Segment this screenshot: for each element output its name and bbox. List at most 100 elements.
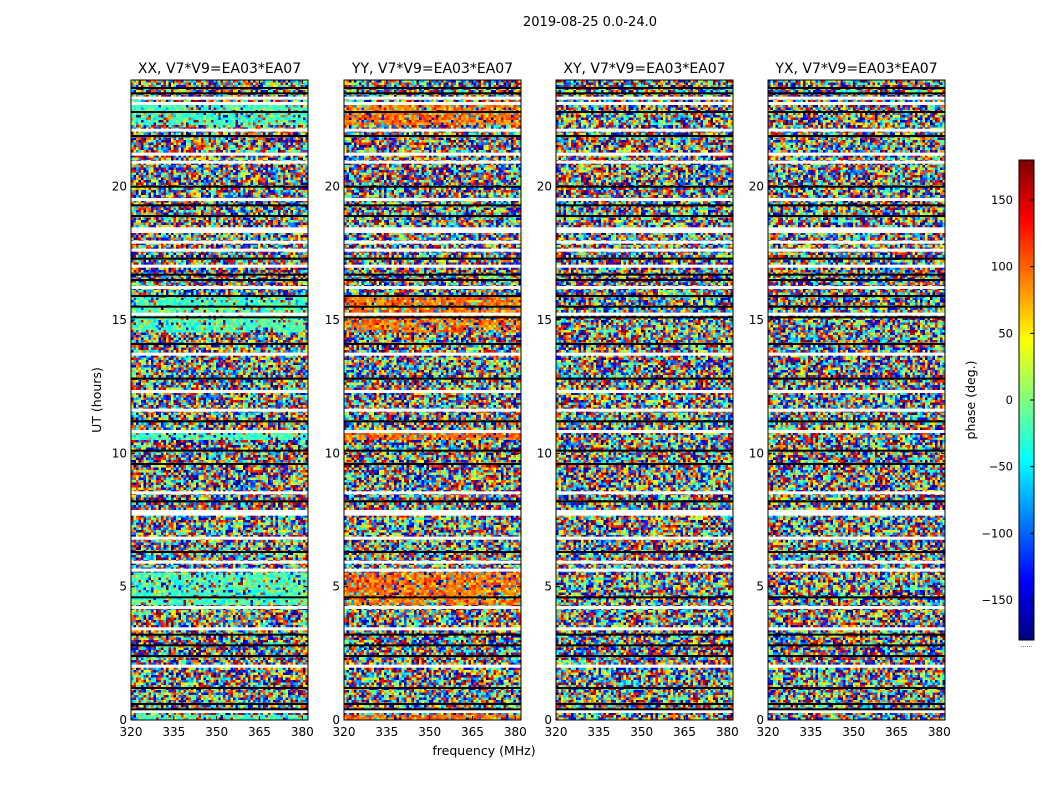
blank-row — [344, 92, 521, 95]
flagged-row — [131, 248, 308, 252]
flagged-row — [131, 152, 308, 156]
blank-row — [131, 708, 308, 711]
flagged-row — [131, 160, 308, 164]
flagged-row — [131, 227, 308, 231]
blank-row — [768, 135, 945, 137]
blank-row — [768, 463, 945, 465]
panel-phase-image — [556, 80, 733, 720]
x-tick-label: 380 — [716, 725, 739, 739]
blank-row — [131, 305, 308, 308]
blank-row — [556, 551, 733, 553]
x-tick-label: 335 — [162, 725, 185, 739]
blank-row — [556, 343, 733, 345]
colorbar-tick-label: −100 — [981, 526, 1013, 540]
blank-row — [556, 633, 733, 636]
x-tick-label: 350 — [842, 725, 865, 739]
blank-row — [131, 295, 308, 297]
blank-row — [556, 111, 733, 113]
panel-xx: XX, V7*V9=EA03*EA07 320 335 350 365 380 0 5 10 15… — [112, 61, 314, 739]
blank-row — [131, 111, 308, 113]
x-tick-label: 380 — [504, 725, 527, 739]
flagged-row — [768, 264, 945, 268]
flagged-row — [556, 230, 733, 233]
colorbar-under-marker: ...... — [1021, 642, 1033, 649]
flagged-row — [768, 710, 945, 713]
colorbar-tick-label: −50 — [989, 460, 1013, 474]
blank-row — [768, 655, 945, 657]
flagged-row — [131, 102, 308, 105]
blank-row — [344, 644, 521, 647]
blank-row — [131, 316, 308, 319]
blank-row — [768, 305, 945, 308]
flagged-row — [556, 512, 733, 516]
flagged-row — [344, 560, 521, 564]
blank-row — [556, 316, 733, 319]
y-tick-label: 10 — [537, 446, 552, 460]
blank-row — [344, 279, 521, 281]
y-tick-label: 0 — [119, 713, 127, 727]
panel-frame — [767, 79, 946, 721]
blank-row — [768, 316, 945, 319]
panel-title: YX, V7*V9=EA03*EA07 — [774, 61, 937, 77]
flagged-row — [344, 102, 521, 105]
blank-row — [556, 500, 733, 503]
blank-row — [344, 551, 521, 553]
blank-row — [344, 596, 521, 599]
y-tick-label: 20 — [325, 180, 340, 194]
blank-row — [131, 215, 308, 217]
colorbar-tick-label: 100 — [991, 260, 1013, 274]
flagged-row — [768, 430, 945, 433]
flagged-row — [344, 128, 521, 132]
flagged-row — [344, 264, 521, 268]
flagged-row — [768, 560, 945, 564]
y-tick-label: 5 — [544, 580, 552, 594]
flagged-row — [131, 627, 308, 631]
panel-phase-image — [344, 80, 521, 720]
flagged-row — [344, 352, 521, 356]
blank-row — [768, 343, 945, 345]
blank-row — [131, 551, 308, 553]
flagged-row — [768, 240, 945, 244]
flagged-row — [556, 264, 733, 268]
flagged-row — [344, 198, 521, 201]
flagged-row — [344, 491, 521, 495]
panel-frame — [343, 79, 522, 721]
blank-row — [131, 257, 308, 260]
panel-frame — [555, 79, 734, 721]
flagged-row — [131, 408, 308, 412]
flagged-row — [131, 264, 308, 268]
blank-row — [556, 708, 733, 711]
flagged-row — [344, 512, 521, 516]
panel-frame — [130, 79, 309, 721]
panel-phase-image — [768, 80, 945, 720]
colorbar: 150 100 50 0 −50 −100 −150 phase (deg.)...... — [963, 159, 1035, 649]
y-tick-label: 0 — [332, 713, 340, 727]
flagged-row — [556, 606, 733, 609]
flagged-row — [131, 606, 308, 609]
flagged-row — [131, 390, 308, 393]
flagged-row — [344, 227, 521, 231]
y-tick-label: 20 — [112, 180, 127, 194]
flagged-row — [131, 491, 308, 495]
flagged-row — [131, 352, 308, 356]
x-tick-label: 335 — [587, 725, 610, 739]
panel-title: XY, V7*V9=EA03*EA07 — [563, 61, 725, 77]
y-tick-label: 5 — [332, 580, 340, 594]
blank-row — [556, 596, 733, 599]
blank-row — [768, 420, 945, 423]
flagged-row — [131, 510, 308, 513]
blank-row — [131, 343, 308, 345]
blank-row — [344, 305, 521, 308]
flagged-row — [768, 128, 945, 132]
blank-row — [131, 377, 308, 380]
flagged-row — [556, 240, 733, 244]
blank-row — [556, 377, 733, 380]
flagged-row — [131, 240, 308, 244]
colorbar-tick-label: −150 — [981, 593, 1013, 607]
flagged-row — [556, 102, 733, 105]
flagged-row — [131, 128, 308, 132]
panel-yx: YX, V7*V9=EA03*EA07 320 335 350 365 380 0 5 10 15… — [749, 61, 951, 739]
flagged-row — [556, 510, 733, 513]
flagged-row — [131, 230, 308, 233]
blank-row — [556, 449, 733, 452]
